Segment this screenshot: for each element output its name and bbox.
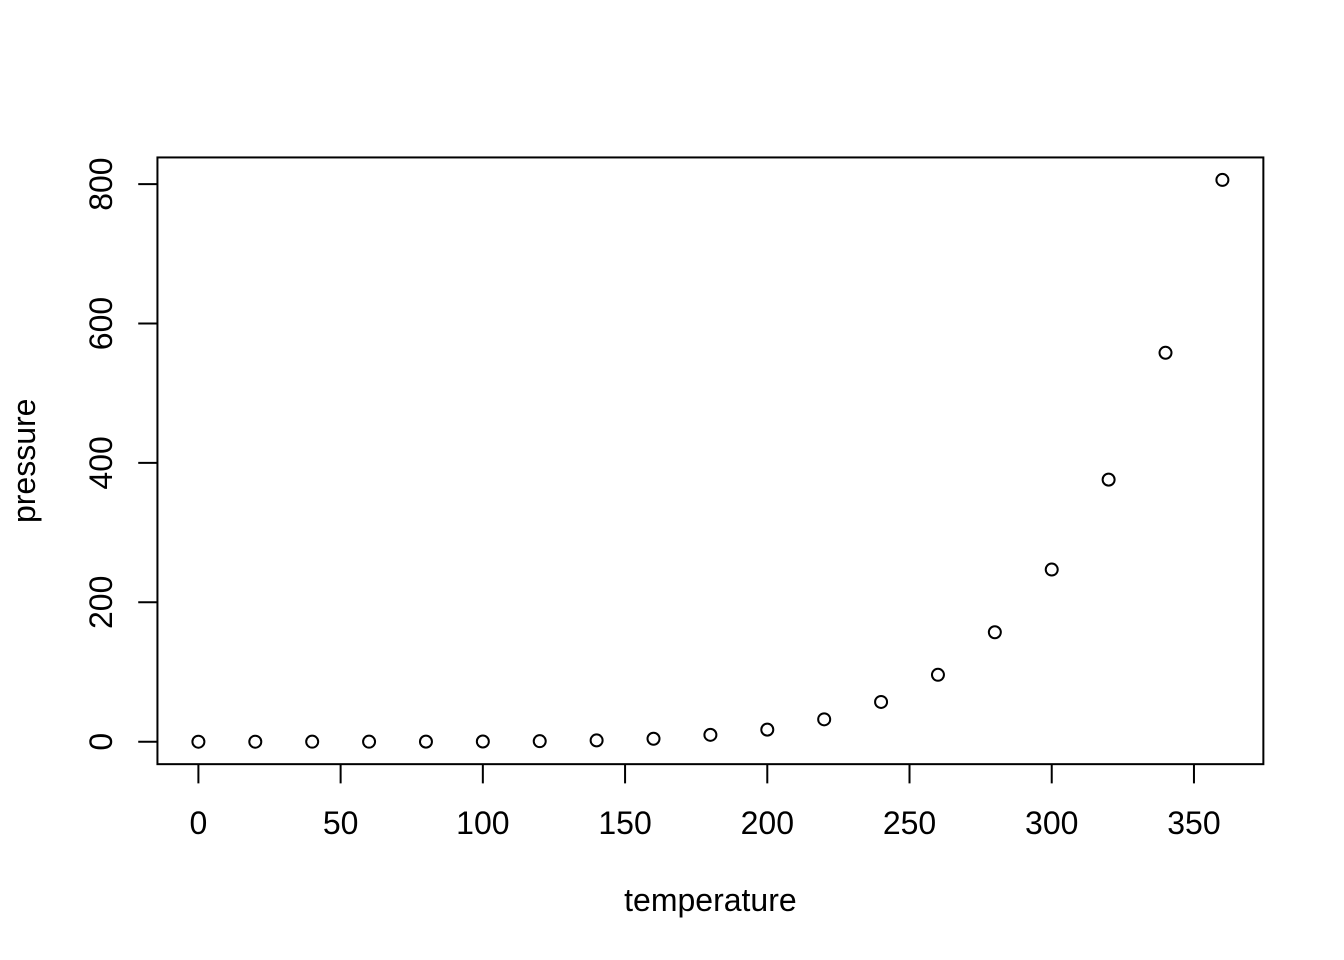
svg-text:600: 600 [83,297,119,350]
svg-text:200: 200 [83,576,119,629]
svg-text:0: 0 [190,805,208,841]
svg-text:350: 350 [1167,805,1220,841]
svg-text:pressure: pressure [6,399,42,524]
svg-text:400: 400 [83,436,119,489]
svg-text:150: 150 [598,805,651,841]
svg-text:300: 300 [1025,805,1078,841]
svg-text:800: 800 [83,157,119,210]
svg-text:200: 200 [741,805,794,841]
svg-text:250: 250 [883,805,936,841]
svg-text:temperature: temperature [624,882,797,918]
svg-text:100: 100 [456,805,509,841]
svg-text:0: 0 [83,733,119,751]
svg-text:50: 50 [323,805,359,841]
